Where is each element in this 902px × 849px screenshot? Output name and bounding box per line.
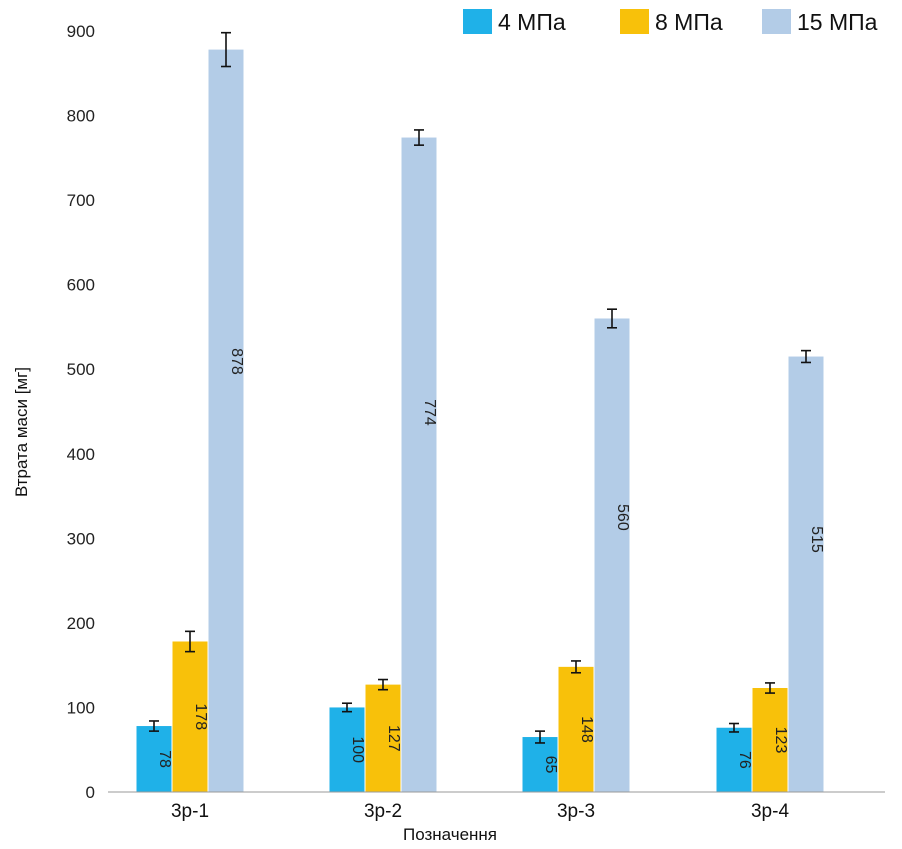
legend-swatch (762, 9, 791, 34)
bar (752, 687, 788, 792)
bar (558, 666, 594, 792)
category-label: 3р-3 (557, 801, 595, 822)
error-bar (571, 660, 581, 674)
data-label: 100 (349, 736, 366, 763)
bar (172, 641, 208, 792)
data-label: 76 (736, 751, 753, 769)
error-bar (378, 678, 388, 691)
error-bar (414, 129, 424, 146)
bar (365, 684, 401, 792)
bar (208, 49, 244, 792)
error-bar (607, 308, 617, 329)
data-label: 774 (421, 399, 438, 426)
legend-label: 15 МПа (797, 9, 878, 35)
y-axis-title: Втрата маси [мг] (12, 367, 31, 497)
y-tick-label: 500 (67, 360, 95, 379)
data-label: 878 (228, 348, 245, 375)
error-bar (765, 682, 775, 694)
y-tick-label: 100 (67, 698, 95, 717)
bar (329, 707, 365, 792)
y-tick-label: 800 (67, 107, 95, 126)
error-bar (221, 31, 231, 68)
legend-label: 4 МПа (498, 9, 566, 35)
legend-swatch (463, 9, 492, 34)
error-bar (801, 349, 811, 364)
y-tick-label: 600 (67, 276, 95, 295)
y-tick-label: 900 (67, 22, 95, 41)
data-labels: 78 178 878 100 127 774 65 148 560 76 123 515 (156, 348, 825, 773)
bar (594, 318, 630, 792)
legend-swatch (620, 9, 649, 34)
error-bar (535, 730, 545, 744)
x-axis-title: Позначення (403, 825, 497, 844)
y-tick-label: 700 (67, 191, 95, 210)
category-label: 3р-1 (171, 801, 209, 822)
y-tick-label: 0 (86, 783, 95, 802)
bar (522, 737, 558, 792)
y-tick-label: 400 (67, 445, 95, 464)
bars (136, 49, 824, 793)
error-bar (729, 722, 739, 733)
data-label: 127 (385, 725, 402, 752)
bar (788, 356, 824, 792)
error-bar (185, 630, 195, 653)
data-label: 148 (578, 716, 595, 743)
bar (136, 726, 172, 792)
legend-label: 8 МПа (655, 9, 723, 35)
y-tick-label: 300 (67, 529, 95, 548)
bar (716, 727, 752, 792)
data-label: 78 (156, 750, 173, 768)
data-label: 178 (192, 703, 209, 730)
error-bar (342, 702, 352, 713)
legend: 4 МПа 8 МПа 15 МПа (463, 9, 878, 35)
y-axis-ticks: 0 100 200 300 400 500 600 700 800 900 (67, 22, 95, 802)
legend-item: 8 МПа (620, 9, 723, 35)
error-bars (149, 31, 811, 744)
data-label: 65 (542, 756, 559, 774)
data-label: 515 (808, 526, 825, 553)
category-label: 3р-2 (364, 801, 402, 822)
data-label: 123 (772, 727, 789, 754)
category-label: 3р-4 (751, 801, 789, 822)
data-label: 560 (614, 504, 631, 531)
category-labels: 3р-1 3р-2 3р-3 3р-4 (171, 801, 789, 822)
error-bar (149, 720, 159, 732)
legend-item: 15 МПа (762, 9, 878, 35)
y-tick-label: 200 (67, 614, 95, 633)
legend-item: 4 МПа (463, 9, 566, 35)
bar (401, 137, 437, 793)
